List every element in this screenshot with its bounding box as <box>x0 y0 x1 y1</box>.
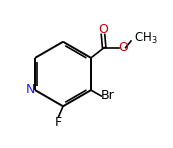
Text: O: O <box>118 41 128 54</box>
Text: N: N <box>26 83 35 96</box>
Text: O: O <box>98 23 108 36</box>
Text: CH$_3$: CH$_3$ <box>134 31 158 46</box>
Text: Br: Br <box>101 90 115 103</box>
Text: F: F <box>55 116 62 129</box>
